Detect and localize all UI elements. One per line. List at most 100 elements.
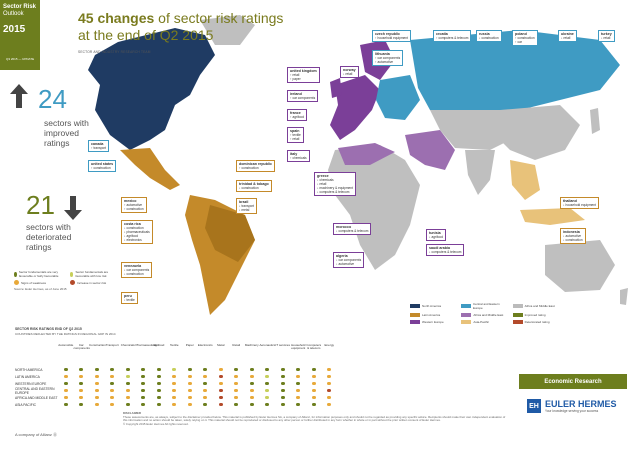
region-swatch — [512, 304, 523, 308]
rating-cell — [291, 402, 307, 407]
country-box-item: ↑ household equipment — [375, 36, 408, 40]
map-legend-label: Deteriorated rating — [524, 320, 550, 324]
rating-dot — [218, 367, 223, 372]
rating-legend-label: Signs of weakness — [21, 280, 47, 285]
map-legend-item: Improved rating — [512, 313, 560, 317]
table-column-header: Paper — [185, 343, 194, 347]
rating-cell — [229, 367, 245, 372]
rating-dot — [311, 367, 316, 372]
rating-dot — [79, 374, 84, 379]
country-box-title: russia — [479, 32, 490, 36]
rating-cell — [74, 374, 90, 379]
rating-cell — [198, 388, 214, 393]
rating-dot — [187, 367, 192, 372]
map-central-asia — [430, 110, 520, 150]
rating-cell — [89, 381, 105, 386]
country-box-title: united states — [91, 162, 114, 166]
table-row: WESTERN EUROPE — [15, 380, 337, 387]
country-box-item: ↓ retail — [561, 36, 571, 40]
rating-cell — [260, 367, 276, 372]
rating-cell — [291, 367, 307, 372]
map-western-europe — [330, 75, 380, 140]
rating-legend-label: Sector fundamentals are very favourable … — [18, 270, 59, 278]
country-box-title: peru — [124, 294, 132, 298]
rating-cell — [58, 395, 74, 400]
rating-dot — [63, 402, 68, 407]
country-box-item: ↑ retail — [290, 73, 300, 77]
country-box-title: tunisia — [429, 231, 441, 235]
rating-dot — [63, 388, 68, 393]
rating-dot — [156, 381, 161, 386]
rating-cell — [213, 395, 229, 400]
table-row: LATIN AMERICA — [15, 373, 337, 380]
country-box-item: ↓ construction — [239, 186, 259, 190]
rating-dot — [327, 402, 332, 407]
map-russia — [410, 30, 620, 112]
rating-cell — [136, 374, 152, 379]
table-row-label: CENTRAL AND EASTERN EUROPE — [15, 386, 55, 395]
table-column-header: Chemicals — [120, 343, 135, 347]
rating-dot — [280, 374, 285, 379]
rating-dot — [265, 395, 270, 400]
rating-cell — [182, 367, 198, 372]
rating-cell — [306, 402, 322, 407]
rating-dot — [296, 402, 301, 407]
country-box-title: mexico — [124, 199, 137, 203]
rating-cell — [89, 374, 105, 379]
country-box-title: canada — [91, 142, 104, 146]
country-box-title: united kingdom — [290, 69, 317, 73]
country-box-title: trinidad & tobago — [239, 182, 269, 186]
rating-swatch — [70, 280, 75, 285]
rating-cell — [151, 367, 167, 372]
rating-cell — [198, 367, 214, 372]
rating-cell — [244, 388, 260, 393]
rating-cell — [58, 367, 74, 372]
rating-cell — [291, 374, 307, 379]
country-box-item: ↑ retail — [290, 137, 300, 141]
table-column-header: Automobile — [58, 343, 74, 347]
map-australia — [545, 240, 615, 292]
rating-dot — [249, 381, 254, 386]
deteriorated-text-line: sectors with — [26, 222, 71, 232]
rating-cell — [275, 388, 291, 393]
table-column-header: Computers & telecom — [306, 343, 322, 351]
rating-dot — [203, 381, 208, 386]
country-box-dominican: dominican republic ↑ construction — [236, 160, 275, 172]
map-greenland — [200, 15, 255, 45]
country-box-ukraine: ukraine ↓ retail — [558, 30, 577, 42]
rating-dot — [280, 367, 285, 372]
rating-dot — [125, 388, 130, 393]
map-legend-item: Latin America — [410, 313, 457, 317]
country-box-item: ↑ car components — [290, 96, 316, 100]
deteriorated-text-line: ratings — [26, 242, 52, 252]
rating-dot — [265, 367, 270, 372]
rating-dot — [63, 367, 68, 372]
rating-cell — [74, 367, 90, 372]
rating-dot — [203, 395, 208, 400]
down-arrow-icon — [64, 196, 82, 220]
rating-cell — [136, 388, 152, 393]
rating-dot — [296, 381, 301, 386]
rating-cell — [244, 395, 260, 400]
rating-cell — [120, 402, 136, 407]
rating-dot — [249, 388, 254, 393]
rating-legend-item: Signs of weakness — [14, 280, 64, 285]
country-box-costarica: costa rica ↓ construction ↓ pharmaceutical… — [121, 220, 153, 244]
rating-dot — [63, 374, 68, 379]
table-column-header: Pharmaceuticals — [135, 343, 158, 347]
rating-cell — [306, 374, 322, 379]
country-box-item: ↓ automotive — [336, 262, 355, 266]
country-box-thailand: thailand ↓ household equipment — [560, 197, 599, 209]
table-row-label: LATIN AMERICA — [15, 374, 40, 379]
rating-cell — [182, 374, 198, 379]
page-title: 45 changes of sector risk ratings at the… — [78, 10, 283, 44]
rating-dot — [79, 402, 84, 407]
country-box-croatia: croatia ↑ computers & telecom — [433, 30, 472, 42]
country-box-poland: poland ↑ construction ↑ car — [512, 30, 538, 46]
rating-dot — [234, 388, 239, 393]
country-box-title: turkey — [601, 32, 612, 36]
rating-dot — [280, 395, 285, 400]
map-southeast-asia — [510, 160, 540, 200]
rating-cell — [89, 395, 105, 400]
brand-line1: Sector Risk — [3, 4, 37, 10]
